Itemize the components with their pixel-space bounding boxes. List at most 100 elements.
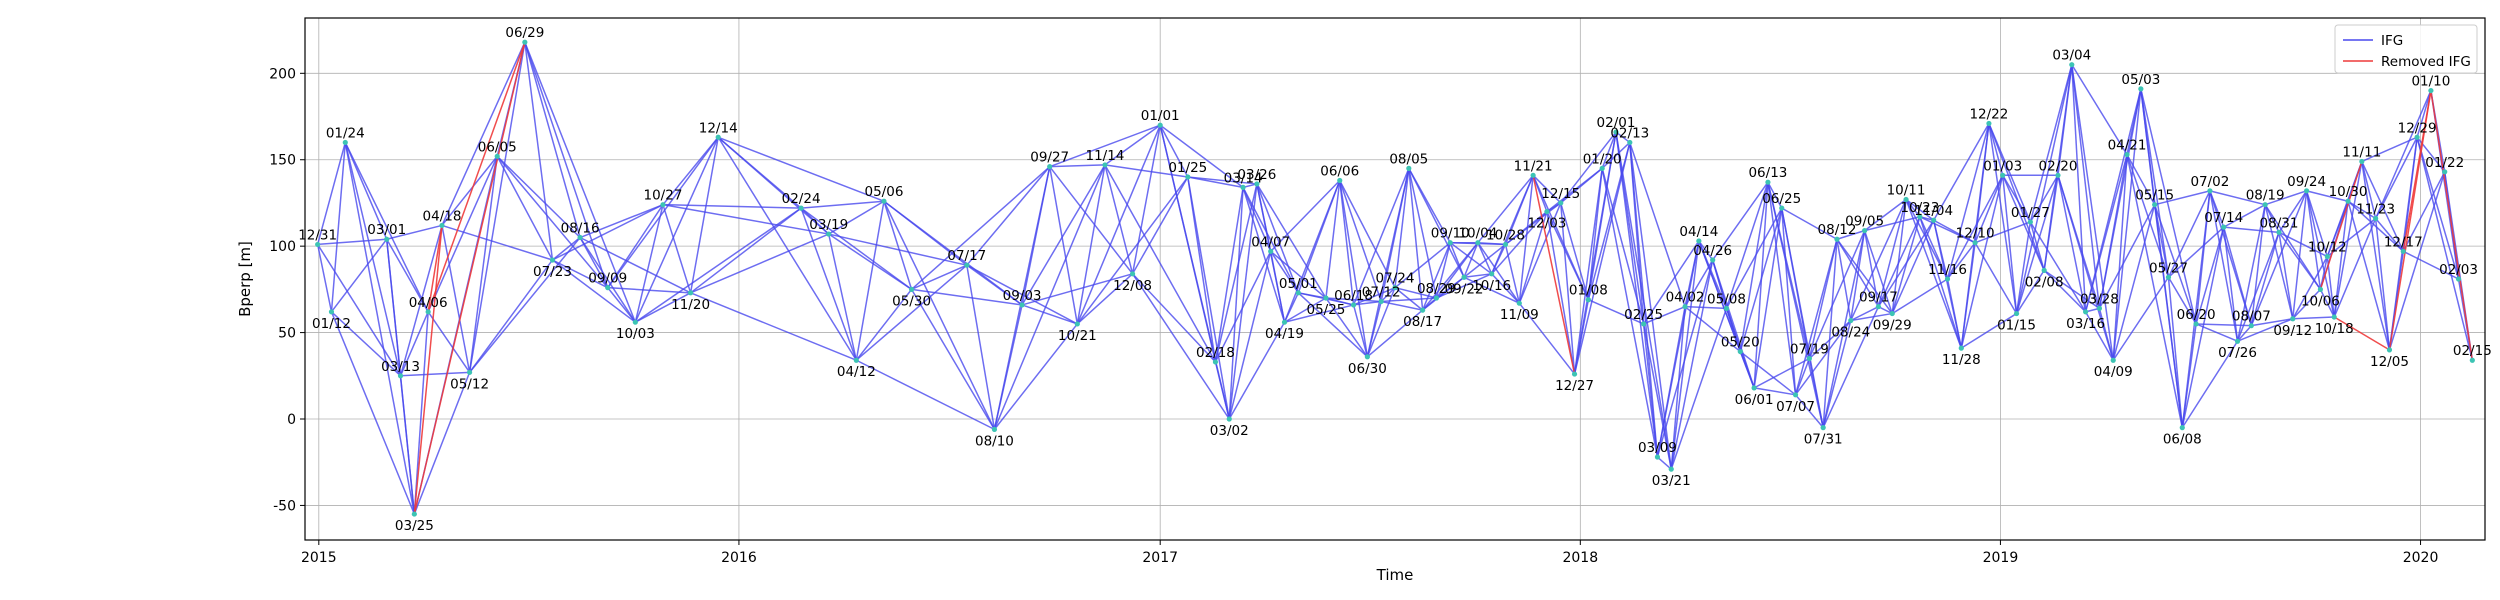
acquisition-point — [2386, 347, 2393, 353]
acquisition-label: 08/24 — [1831, 324, 1870, 340]
ifg-edge — [1725, 181, 1769, 309]
ifg-edge — [413, 311, 429, 515]
acquisition-label: 08/17 — [1403, 314, 1442, 330]
ifg-edge — [1850, 312, 1893, 322]
ifg-edge — [800, 207, 830, 235]
ifg-edge — [2374, 218, 2391, 350]
ifg-edge — [1325, 297, 1354, 306]
ifg-edge — [993, 323, 1078, 430]
ifg-edge — [1049, 164, 1105, 168]
acquisition-label: 11/11 — [2342, 144, 2381, 160]
acquisition-point — [1212, 359, 1219, 365]
acquisition-label: 04/14 — [1679, 224, 1718, 240]
ifg-edge — [1712, 181, 1769, 261]
acquisition-label: 12/08 — [1113, 278, 1152, 294]
ifg-edge — [1559, 202, 1576, 375]
acquisition-point — [2041, 267, 2047, 273]
y-tick-label: 50 — [278, 326, 296, 342]
ifg-edge — [1573, 142, 1631, 375]
ifg-edge — [1601, 141, 1631, 169]
acquisition-point — [1254, 181, 1260, 187]
ifg-edge — [579, 203, 664, 239]
ifg-edge — [2278, 190, 2308, 233]
acquisition-point — [2207, 188, 2213, 194]
ifg-edge — [2236, 325, 2252, 342]
ifg-edge — [1021, 166, 1051, 306]
ifg-edge — [552, 259, 609, 289]
acquisition-point — [1378, 298, 1384, 305]
ifg-edge — [2333, 161, 2363, 318]
acquisition-point — [411, 511, 417, 517]
ifg-edge — [1642, 240, 1700, 325]
ifg-edge — [2112, 154, 2128, 361]
acquisition-label: 03/14 — [1224, 170, 1263, 186]
ifg-edge — [1491, 273, 1520, 304]
acquisition-point — [2414, 134, 2420, 140]
acquisition-point — [1779, 205, 1785, 211]
ifg-edge — [1836, 238, 1893, 315]
acquisition-label: 01/01 — [1141, 108, 1180, 124]
acquisition-label: 08/12 — [1818, 222, 1857, 238]
x-tick-label: 2018 — [1562, 550, 1598, 566]
ifg-edge — [1988, 123, 2004, 176]
ifg-edge — [1214, 361, 1230, 420]
acquisition-label: 03/09 — [1638, 440, 1677, 456]
ifg-edge — [2167, 276, 2197, 325]
ifg-edge — [1132, 273, 1216, 363]
acquisition-label: 04/12 — [837, 364, 876, 380]
ifg-edge — [2223, 226, 2253, 326]
x-tick-label: 2020 — [2403, 550, 2439, 566]
acquisition-label: 03/28 — [2080, 291, 2119, 307]
acquisition-label: 03/25 — [395, 518, 434, 534]
acquisition-label: 05/15 — [2135, 188, 2174, 204]
ifg-edge — [2029, 221, 2045, 271]
removed-ifg-edge — [413, 42, 526, 515]
acquisition-label: 09/22 — [1445, 281, 1484, 297]
acquisition-label: 06/13 — [1748, 165, 1787, 181]
x-tick-label: 2016 — [721, 550, 757, 566]
acquisition-label: 10/06 — [2301, 293, 2340, 309]
ifg-edge — [1974, 242, 2018, 314]
acquisition-label: 12/05 — [2370, 354, 2409, 370]
ifg-edge — [1753, 387, 1796, 396]
acquisition-label: 12/29 — [2398, 120, 2437, 136]
ifg-edge — [399, 225, 443, 376]
ifg-edge — [1670, 306, 1686, 470]
acquisition-label: 02/03 — [2439, 262, 2478, 278]
ifg-edge — [2292, 256, 2328, 320]
ifg-edge — [1587, 168, 1603, 300]
ifg-edge — [1421, 242, 1451, 311]
acquisition-point — [2248, 323, 2254, 329]
ifg-edge — [1670, 308, 1728, 470]
acquisition-point — [1337, 177, 1343, 184]
acquisition-point — [342, 139, 348, 146]
ifg-edge — [1380, 168, 1410, 302]
ifg-edge — [1822, 306, 1880, 428]
ifg-edge — [2251, 318, 2293, 327]
ifg-edge — [1353, 300, 1382, 306]
acquisition-label: 04/26 — [1693, 243, 1732, 259]
ifg-edge — [1463, 273, 1492, 279]
ifg-edge — [1822, 320, 1852, 428]
acquisition-point — [549, 257, 556, 263]
acquisition-label: 08/31 — [2260, 215, 2299, 231]
ifg-edge — [344, 142, 388, 240]
ifg-edge — [1933, 123, 1990, 221]
acquisition-label: 01/10 — [2411, 74, 2450, 90]
removed-ifg-edge — [427, 41, 526, 313]
ifg-edge — [1242, 187, 1272, 252]
acquisition-label: 06/20 — [2177, 307, 2216, 323]
acquisition-label: 02/24 — [782, 191, 821, 207]
x-tick-label: 2015 — [301, 550, 337, 566]
ifg-edge — [1408, 168, 1424, 311]
ifg-edge — [386, 224, 443, 240]
ifg-edge — [2278, 231, 2328, 258]
acquisition-point — [2324, 253, 2330, 260]
ifg-edge — [1629, 142, 1659, 458]
acquisition-point — [1475, 240, 1481, 246]
acquisition-point — [2096, 305, 2103, 311]
ifg-edge — [1739, 182, 1769, 352]
ifg-edge — [1435, 276, 1465, 299]
ifg-edge — [1076, 124, 1161, 325]
ifg-edge — [1076, 176, 1189, 325]
